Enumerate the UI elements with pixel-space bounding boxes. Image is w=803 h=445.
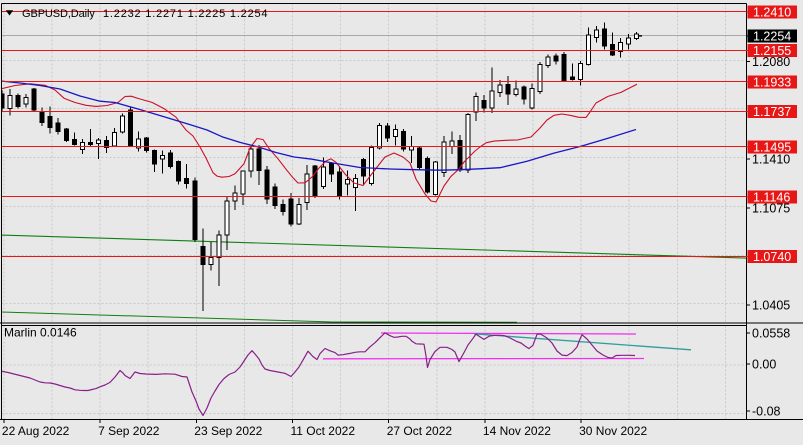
svg-text:1.1933: 1.1933 xyxy=(753,76,791,90)
svg-text:27 Oct 2022: 27 Oct 2022 xyxy=(387,424,453,438)
svg-text:1.0740: 1.0740 xyxy=(753,250,791,264)
svg-text:1.2232 1.2271 1.2225 1.2254: 1.2232 1.2271 1.2225 1.2254 xyxy=(103,8,268,20)
svg-text:23 Sep 2022: 23 Sep 2022 xyxy=(194,424,262,438)
svg-text:30 Nov 2022: 30 Nov 2022 xyxy=(579,424,647,438)
svg-text:0.0558: 0.0558 xyxy=(752,326,790,340)
svg-text:1.1495: 1.1495 xyxy=(753,141,791,155)
svg-text:22 Aug 2022: 22 Aug 2022 xyxy=(2,424,70,438)
svg-text:11 Oct 2022: 11 Oct 2022 xyxy=(291,424,356,438)
svg-text:-0.08: -0.08 xyxy=(752,404,781,418)
svg-text:1.1075: 1.1075 xyxy=(752,202,790,216)
svg-text:1.2155: 1.2155 xyxy=(753,44,791,58)
svg-text:GBPUSD,Daily: GBPUSD,Daily xyxy=(22,8,95,20)
svg-text:1.1737: 1.1737 xyxy=(753,105,791,119)
svg-text:7 Sep 2022: 7 Sep 2022 xyxy=(98,424,160,438)
svg-text:14 Nov 2022: 14 Nov 2022 xyxy=(483,424,551,438)
svg-text:1.2254: 1.2254 xyxy=(753,30,791,44)
svg-text:Marlin 0.0146: Marlin 0.0146 xyxy=(4,326,77,340)
svg-text:1.2080: 1.2080 xyxy=(752,55,790,69)
svg-text:0.00: 0.00 xyxy=(752,358,776,372)
svg-text:1.2410: 1.2410 xyxy=(753,6,791,20)
svg-text:1.1146: 1.1146 xyxy=(753,191,790,205)
svg-text:1.1410: 1.1410 xyxy=(752,153,790,167)
svg-text:1.0405: 1.0405 xyxy=(752,299,790,313)
